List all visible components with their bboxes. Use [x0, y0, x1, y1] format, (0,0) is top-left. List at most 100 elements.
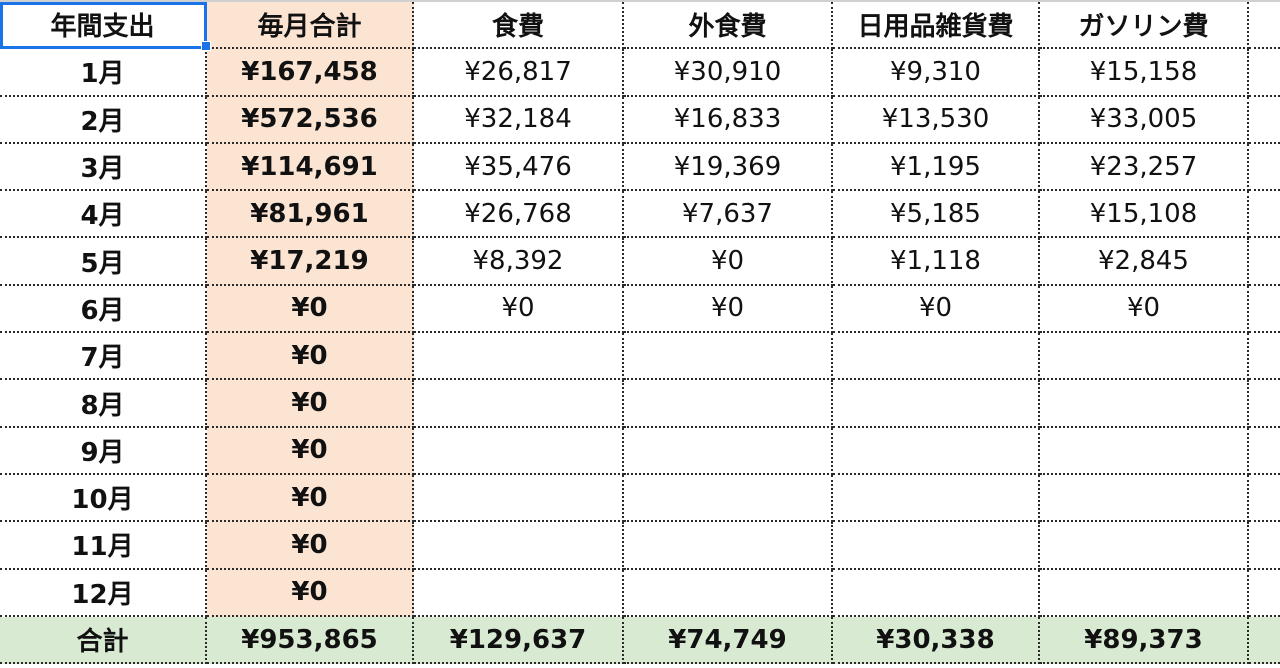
- gasoline-cell[interactable]: ¥0: [1040, 285, 1249, 334]
- empty-cell[interactable]: [1249, 49, 1280, 97]
- monthly-total-cell[interactable]: ¥572,536: [207, 96, 414, 144]
- daily-goods-cell[interactable]: ¥1,118: [833, 238, 1040, 286]
- daily-goods-cell[interactable]: [833, 569, 1040, 617]
- food-cell[interactable]: ¥26,768: [414, 191, 624, 239]
- monthly-total-cell[interactable]: ¥114,691: [207, 143, 414, 192]
- total-label-cell[interactable]: 合計: [0, 616, 207, 665]
- gasoline-cell[interactable]: [1040, 427, 1249, 475]
- dining-out-cell[interactable]: ¥16,833: [624, 96, 833, 144]
- daily-goods-cell[interactable]: ¥9,310: [833, 49, 1040, 97]
- food-cell[interactable]: [414, 380, 624, 428]
- gasoline-cell[interactable]: ¥33,005: [1040, 96, 1249, 144]
- dining-out-cell[interactable]: [624, 427, 833, 475]
- gasoline-cell[interactable]: ¥15,158: [1040, 49, 1249, 97]
- selection-fill-handle[interactable]: [201, 41, 211, 51]
- daily-goods-cell[interactable]: ¥0: [833, 285, 1040, 334]
- empty-cell[interactable]: [1249, 616, 1280, 665]
- empty-cell[interactable]: [1249, 522, 1280, 570]
- food-cell[interactable]: [414, 474, 624, 523]
- month-cell[interactable]: 12月: [0, 569, 207, 617]
- header-gasoline[interactable]: ガソリン費: [1040, 2, 1249, 50]
- daily-goods-cell[interactable]: [833, 474, 1040, 523]
- gasoline-cell[interactable]: [1040, 333, 1249, 381]
- food-cell[interactable]: [414, 427, 624, 475]
- food-cell[interactable]: ¥26,817: [414, 49, 624, 97]
- gasoline-cell[interactable]: [1040, 522, 1249, 570]
- month-cell[interactable]: 8月: [0, 380, 207, 428]
- empty-cell[interactable]: [1249, 380, 1280, 428]
- gasoline-cell[interactable]: [1040, 569, 1249, 617]
- dining-out-cell[interactable]: ¥30,910: [624, 49, 833, 97]
- monthly-total-cell[interactable]: ¥0: [207, 522, 414, 570]
- daily-goods-cell[interactable]: ¥1,195: [833, 143, 1040, 192]
- empty-cell[interactable]: [1249, 475, 1280, 523]
- dining-out-cell[interactable]: ¥7,637: [624, 191, 833, 239]
- month-cell[interactable]: 2月: [0, 96, 207, 144]
- header-monthly-total[interactable]: 毎月合計: [207, 2, 414, 50]
- month-cell[interactable]: 9月: [0, 427, 207, 475]
- monthly-total-cell[interactable]: ¥0: [207, 285, 414, 334]
- food-cell[interactable]: [414, 333, 624, 381]
- empty-cell[interactable]: [1249, 144, 1280, 192]
- header-dining-out[interactable]: 外食費: [624, 2, 833, 50]
- dining-out-cell[interactable]: [624, 569, 833, 617]
- empty-cell[interactable]: [1249, 97, 1280, 144]
- monthly-total-cell[interactable]: ¥0: [207, 380, 414, 428]
- daily-goods-cell[interactable]: [833, 380, 1040, 428]
- empty-cell[interactable]: [1249, 286, 1280, 334]
- month-cell[interactable]: 10月: [0, 474, 207, 523]
- header-food[interactable]: 食費: [414, 2, 624, 50]
- gasoline-cell[interactable]: [1040, 380, 1249, 428]
- food-total-cell[interactable]: ¥129,637: [414, 616, 624, 665]
- month-cell[interactable]: 3月: [0, 143, 207, 192]
- dining-out-cell[interactable]: ¥0: [624, 238, 833, 286]
- food-cell[interactable]: [414, 522, 624, 570]
- daily-goods-cell[interactable]: [833, 427, 1040, 475]
- food-cell[interactable]: ¥8,392: [414, 238, 624, 286]
- monthly-total-cell[interactable]: ¥81,961: [207, 191, 414, 239]
- gasoline-cell[interactable]: [1040, 474, 1249, 523]
- table-row: 10月 ¥0: [0, 474, 1280, 523]
- monthly-total-cell[interactable]: ¥0: [207, 474, 414, 523]
- gasoline-cell[interactable]: ¥2,845: [1040, 238, 1249, 286]
- header-daily-goods[interactable]: 日用品雑貨費: [833, 2, 1040, 50]
- dining-out-cell[interactable]: [624, 380, 833, 428]
- month-cell[interactable]: 11月: [0, 522, 207, 570]
- month-cell[interactable]: 4月: [0, 191, 207, 239]
- gasoline-cell[interactable]: ¥23,257: [1040, 143, 1249, 192]
- food-cell[interactable]: ¥0: [414, 285, 624, 334]
- monthly-total-cell[interactable]: ¥167,458: [207, 49, 414, 97]
- monthly-total-cell[interactable]: ¥0: [207, 569, 414, 617]
- empty-cell[interactable]: [1249, 191, 1280, 239]
- month-cell[interactable]: 6月: [0, 285, 207, 334]
- food-cell[interactable]: [414, 569, 624, 617]
- daily-goods-cell[interactable]: ¥13,530: [833, 96, 1040, 144]
- month-cell[interactable]: 1月: [0, 49, 207, 97]
- monthly-total-cell[interactable]: ¥0: [207, 427, 414, 475]
- month-cell[interactable]: 7月: [0, 333, 207, 381]
- dining-total-cell[interactable]: ¥74,749: [624, 616, 833, 665]
- empty-cell[interactable]: [1249, 238, 1280, 286]
- daily-goods-cell[interactable]: [833, 333, 1040, 381]
- daily-goods-cell[interactable]: [833, 522, 1040, 570]
- header-annual-expense[interactable]: 年間支出: [0, 2, 207, 50]
- daily-goods-cell[interactable]: ¥5,185: [833, 191, 1040, 239]
- dining-out-cell[interactable]: [624, 333, 833, 381]
- dining-out-cell[interactable]: [624, 522, 833, 570]
- gasoline-total-cell[interactable]: ¥89,373: [1040, 616, 1249, 665]
- empty-cell[interactable]: [1249, 570, 1280, 617]
- empty-cell[interactable]: [1249, 428, 1280, 475]
- dining-out-cell[interactable]: ¥0: [624, 285, 833, 334]
- grand-total-cell[interactable]: ¥953,865: [207, 616, 414, 665]
- monthly-total-cell[interactable]: ¥17,219: [207, 238, 414, 286]
- food-cell[interactable]: ¥35,476: [414, 143, 624, 192]
- dining-out-cell[interactable]: ¥19,369: [624, 143, 833, 192]
- empty-cell[interactable]: [1249, 333, 1280, 381]
- daily-goods-total-cell[interactable]: ¥30,338: [833, 616, 1040, 665]
- food-cell[interactable]: ¥32,184: [414, 96, 624, 144]
- gasoline-cell[interactable]: ¥15,108: [1040, 191, 1249, 239]
- monthly-total-cell[interactable]: ¥0: [207, 333, 414, 381]
- dining-out-cell[interactable]: [624, 474, 833, 523]
- empty-cell[interactable]: [1249, 2, 1280, 50]
- month-cell[interactable]: 5月: [0, 238, 207, 286]
